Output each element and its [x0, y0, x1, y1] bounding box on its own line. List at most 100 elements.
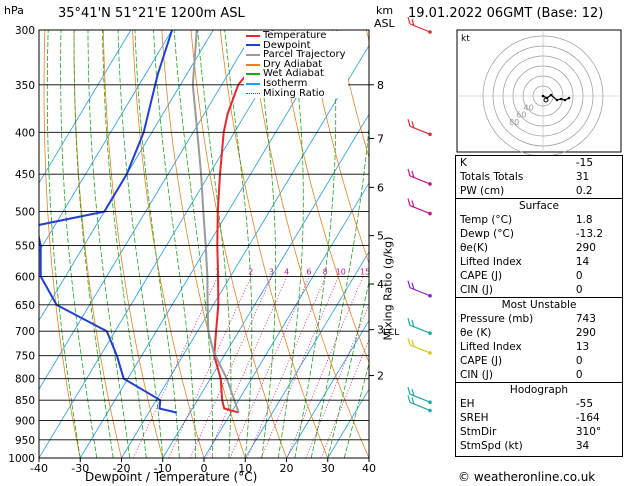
pressure-tick-label: 650: [15, 300, 35, 312]
wind-barb: [407, 198, 432, 216]
isotherm-line: [79, 30, 338, 458]
index-row: Temp (°C) 1.8: [456, 213, 622, 227]
pressure-tick-label: 600: [15, 271, 35, 283]
pressure-tick-label: 700: [15, 326, 35, 338]
temperature-tick-label: -20: [113, 462, 131, 475]
temperature-tick-label: 40: [362, 462, 376, 475]
mixing-ratio-label: 8: [323, 267, 328, 276]
indices-panel: K -15 Totals Totals 31 PW (cm) 0.2 Surface Temp…: [455, 155, 623, 457]
wind-barb: [407, 318, 432, 336]
index-label: Lifted Index: [460, 256, 522, 268]
hodograph-frame: [456, 29, 622, 153]
pressure-tick-label: 400: [15, 127, 35, 139]
isotherm-line: [203, 182, 369, 458]
dry-adiabat-line: [73, 30, 122, 458]
index-value: 743: [575, 313, 596, 325]
pressure-tick-label: 900: [15, 416, 35, 428]
index-value: 31: [575, 171, 590, 183]
index-row: StmDir 310°: [456, 425, 622, 439]
wet-adiabat-line: [60, 30, 98, 458]
forecast-datetime: 19.01.2022 06GMT (Base: 12): [408, 6, 604, 21]
km-tick-label: 6: [377, 181, 384, 194]
wind-barb: [407, 395, 432, 413]
isotherm-line: [162, 113, 369, 458]
pressure-tick-label: 800: [15, 374, 35, 386]
pressure-tick-label: 750: [15, 351, 35, 363]
mixing-ratio-line: [260, 276, 339, 458]
mixing-ratio-line: [190, 276, 273, 458]
copyright: © weatheronline.co.uk: [458, 470, 596, 484]
index-row: CIN (J) 0: [456, 283, 622, 298]
index-label: θe (K): [460, 327, 492, 339]
index-row: Dewp (°C) -13.2: [456, 227, 622, 241]
hodograph-ring-label: 40: [524, 103, 534, 112]
temperature-tick-label: -30: [71, 462, 89, 475]
section-title-row: Surface: [456, 198, 622, 214]
section-title-row: Most Unstable: [456, 297, 622, 313]
wind-barb: [407, 119, 432, 137]
index-row: θe (K) 290: [456, 326, 622, 340]
wet-adiabat-line: [134, 30, 180, 458]
km-tick-label: 5: [377, 230, 384, 243]
index-row: K -15: [456, 156, 622, 170]
pressure-tick-label: 950: [15, 435, 35, 447]
hodograph-ring-label: 60: [516, 111, 526, 120]
index-value: 0.2: [575, 185, 593, 197]
index-label: CAPE (J): [460, 270, 503, 282]
index-label: CIN (J): [460, 284, 493, 296]
isotherm-line: [39, 30, 255, 391]
legend-swatch: [246, 34, 260, 37]
wet-adiabat-line: [173, 30, 213, 458]
series-line-temperature: [213, 30, 275, 414]
index-label: θe(K): [460, 242, 488, 254]
wet-adiabat-line: [46, 30, 81, 458]
asl-label: ASL: [374, 17, 395, 30]
legend-item: Parcel Trajectory: [246, 50, 346, 60]
legend-label: Parcel Trajectory: [263, 49, 346, 61]
km-tick-label: 7: [377, 132, 384, 145]
station-location: 35°41'N 51°21'E 1200m ASL: [58, 6, 245, 21]
wet-adiabat-line: [255, 30, 277, 458]
series-line-dewpoint: [39, 30, 178, 414]
wet-adiabat-line: [153, 30, 197, 458]
wind-barb: [407, 168, 432, 186]
legend-label: Wet Adiabat: [263, 68, 324, 80]
index-value: 34: [575, 440, 590, 452]
legend-swatch: [246, 63, 260, 66]
dry-adiabat-line: [307, 30, 369, 265]
temperature-tick-label: 30: [321, 462, 335, 475]
dry-adiabat-line: [336, 30, 369, 159]
legend-swatch: [246, 53, 260, 56]
legend-item: Temperature: [246, 31, 346, 41]
legend-item: Dry Adiabat: [246, 58, 346, 70]
pressure-tick-label: 300: [15, 25, 35, 37]
index-row: CAPE (J) 0: [456, 269, 622, 283]
mixing-ratio-line: [247, 276, 326, 458]
mixing-ratio-label: 3: [269, 267, 274, 276]
lcl-label: LCL: [383, 328, 399, 338]
temperature-tick-label: 10: [238, 462, 252, 475]
index-row: PW (cm) 0.2: [456, 184, 622, 199]
legend-item: Isotherm: [246, 79, 346, 89]
mixing-ratio-line: [168, 276, 252, 458]
legend-label: Dry Adiabat: [263, 58, 323, 70]
wet-adiabat-line: [102, 30, 147, 458]
x-axis-label: Dewpoint / Temperature (°C): [85, 470, 258, 484]
isotherm-line: [39, 30, 173, 253]
isotherm-line: [244, 250, 369, 458]
index-value: 310°: [575, 426, 602, 438]
index-label: EH: [460, 398, 475, 410]
index-label: SREH: [460, 412, 489, 424]
index-value: 13: [575, 341, 590, 353]
index-value: 0: [575, 355, 583, 367]
km-label: km: [376, 4, 394, 17]
section-title: Surface: [518, 200, 559, 212]
index-value: -13.2: [575, 228, 604, 240]
wet-adiabat-line: [343, 361, 369, 458]
index-row: CAPE (J) 0: [456, 354, 622, 368]
index-value: 290: [575, 242, 596, 254]
pressure-tick-label: 350: [15, 80, 35, 92]
isotherm-line: [39, 30, 297, 458]
mixing-ratio-line: [229, 276, 310, 458]
